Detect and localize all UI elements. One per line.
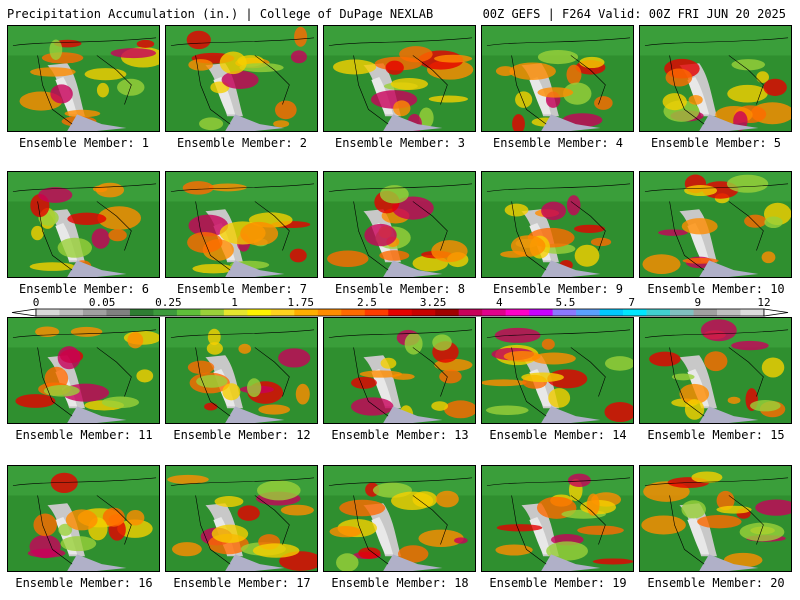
member-caption-prefix: Ensemble Member:: [331, 428, 455, 442]
colorbar-tick-label: 0.25: [155, 296, 182, 309]
colorbar-tick-label: 9: [694, 296, 702, 309]
member-number: 4: [615, 136, 624, 150]
member-caption-prefix: Ensemble Member:: [334, 136, 458, 150]
ensemble-map-panel: [639, 465, 792, 572]
member-caption: Ensemble Member: 17: [163, 576, 321, 590]
member-caption: Ensemble Member: 16: [5, 576, 163, 590]
colorbar-tick-label: 4: [495, 296, 503, 309]
member-caption-prefix: Ensemble Member:: [489, 576, 613, 590]
member-caption-prefix: Ensemble Member:: [492, 282, 616, 296]
member-caption-prefix: Ensemble Member:: [650, 136, 774, 150]
colorbar-tick-label: 12: [757, 296, 771, 309]
member-caption-prefix: Ensemble Member:: [647, 428, 771, 442]
member-caption: Ensemble Member: 18: [321, 576, 479, 590]
ensemble-map-panel: [481, 465, 634, 572]
ensemble-map-panel: [7, 25, 160, 132]
colorbar-tick-label: 5.5: [555, 296, 576, 309]
member-number: 13: [454, 428, 469, 442]
member-caption: Ensemble Member: 4: [479, 136, 637, 150]
ensemble-map-panel: [7, 171, 160, 278]
member-caption-prefix: Ensemble Member:: [18, 136, 142, 150]
colorbar-tick-label: 7: [628, 296, 635, 309]
member-caption-prefix: Ensemble Member:: [173, 576, 297, 590]
member-number: 8: [457, 282, 466, 296]
member-number: 7: [299, 282, 308, 296]
member-caption-prefix: Ensemble Member:: [15, 428, 139, 442]
member-number: 20: [770, 576, 785, 590]
ensemble-map-panel: [7, 465, 160, 572]
page-title: Precipitation Accumulation (in.) | Colle…: [7, 7, 434, 21]
member-number: 1: [141, 136, 150, 150]
member-caption-prefix: Ensemble Member:: [647, 282, 771, 296]
ensemble-map-panel: [7, 317, 160, 424]
ensemble-map-panel: [165, 25, 318, 132]
ensemble-map-panel: [639, 317, 792, 424]
precip-colorbar: [11, 308, 789, 317]
member-caption: Ensemble Member: 13: [321, 428, 479, 442]
ensemble-map-panel: [323, 25, 476, 132]
member-caption: Ensemble Member: 1: [5, 136, 163, 150]
ensemble-map-panel: [165, 171, 318, 278]
member-caption: Ensemble Member: 5: [637, 136, 795, 150]
colorbar-tick-label: 1.75: [287, 296, 314, 309]
member-number: 3: [457, 136, 466, 150]
member-caption: Ensemble Member: 8: [321, 282, 479, 296]
member-caption: Ensemble Member: 19: [479, 576, 637, 590]
member-caption-prefix: Ensemble Member:: [647, 576, 771, 590]
ensemble-map-panel: [639, 171, 792, 278]
ensemble-map-panel: [323, 171, 476, 278]
ensemble-map-panel: [165, 465, 318, 572]
member-caption: Ensemble Member: 15: [637, 428, 795, 442]
colorbar-tick-label: 1: [231, 296, 238, 309]
ensemble-map-panel: [323, 317, 476, 424]
ensemble-map-panel: [481, 171, 634, 278]
member-caption: Ensemble Member: 14: [479, 428, 637, 442]
member-number: 12: [296, 428, 311, 442]
colorbar-tick-label: 0.05: [88, 296, 116, 309]
member-caption: Ensemble Member: 2: [163, 136, 321, 150]
member-caption-prefix: Ensemble Member:: [15, 576, 139, 590]
member-caption: Ensemble Member: 12: [163, 428, 321, 442]
member-caption: Ensemble Member: 9: [479, 282, 637, 296]
member-caption-prefix: Ensemble Member:: [331, 576, 455, 590]
member-caption: Ensemble Member: 6: [5, 282, 163, 296]
member-caption-prefix: Ensemble Member:: [18, 282, 142, 296]
member-caption-prefix: Ensemble Member:: [492, 136, 616, 150]
member-number: 6: [141, 282, 150, 296]
member-number: 18: [454, 576, 469, 590]
member-caption-prefix: Ensemble Member:: [334, 282, 458, 296]
member-caption: Ensemble Member: 20: [637, 576, 795, 590]
ensemble-map-panel: [165, 317, 318, 424]
run-info: 00Z GEFS | F264 Valid: 00Z FRI JUN 20 20…: [482, 7, 786, 21]
member-caption: Ensemble Member: 10: [637, 282, 795, 296]
member-caption-prefix: Ensemble Member:: [173, 428, 297, 442]
colorbar-tick-label: 0: [32, 296, 40, 309]
member-number: 11: [138, 428, 153, 442]
member-caption-prefix: Ensemble Member:: [176, 282, 300, 296]
member-number: 14: [612, 428, 627, 442]
member-caption-prefix: Ensemble Member:: [176, 136, 300, 150]
member-caption: Ensemble Member: 11: [5, 428, 163, 442]
member-number: 10: [770, 282, 785, 296]
member-number: 5: [773, 136, 782, 150]
member-number: 15: [770, 428, 785, 442]
member-caption: Ensemble Member: 3: [321, 136, 479, 150]
ensemble-map-panel: [323, 465, 476, 572]
member-number: 9: [615, 282, 624, 296]
member-number: 17: [296, 576, 311, 590]
ensemble-map-panel: [481, 317, 634, 424]
ensemble-map-panel: [639, 25, 792, 132]
member-number: 16: [138, 576, 153, 590]
colorbar-tick-label: 3.25: [419, 296, 447, 309]
member-caption: Ensemble Member: 7: [163, 282, 321, 296]
colorbar-tick-label: 2.5: [356, 296, 377, 309]
member-number: 19: [612, 576, 627, 590]
member-number: 2: [299, 136, 308, 150]
ensemble-map-panel: [481, 25, 634, 132]
member-caption-prefix: Ensemble Member:: [489, 428, 613, 442]
